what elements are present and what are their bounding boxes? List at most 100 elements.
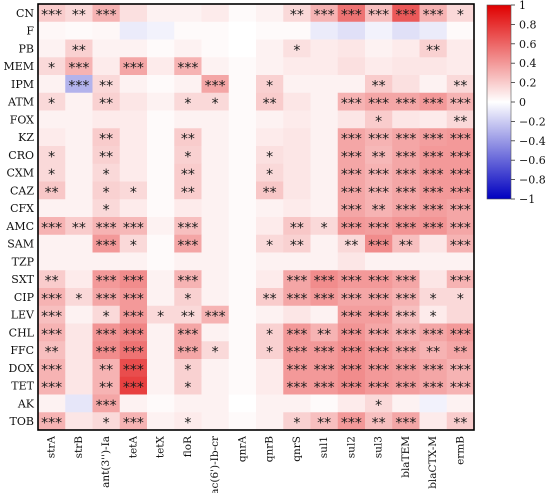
heatmap-cell	[419, 323, 448, 342]
heatmap-cell	[256, 288, 284, 307]
significance-marker: ***	[96, 398, 117, 414]
significance-marker: ***	[368, 345, 389, 361]
heatmap-cell	[256, 4, 284, 23]
heatmap-cell	[419, 75, 448, 94]
significance-marker: ***	[205, 309, 226, 325]
heatmap-cell	[174, 376, 202, 395]
significance-marker: **	[372, 416, 386, 432]
heatmap-cell	[174, 341, 202, 360]
significance-marker: **	[426, 43, 440, 59]
row-labels: CN F PB MEM IPM ATM FOX KZ CRO CXM CAZ CFX AMC SAM TZP…	[3, 7, 35, 428]
heatmap-cell	[228, 146, 257, 165]
significance-marker: ***	[341, 203, 362, 219]
significance-marker: ***	[341, 416, 362, 432]
heatmap-cell	[65, 128, 93, 147]
column-labels: strA strB ant(3'')-Ia tetA tetX floR aac(6')-I…	[46, 435, 467, 493]
significance-marker: **	[181, 167, 195, 183]
heatmap-cell	[201, 75, 230, 94]
heatmap-cell	[256, 181, 284, 200]
significance-marker: ***	[68, 61, 89, 77]
significance-marker: ***	[450, 380, 471, 396]
heatmap-cell	[446, 39, 475, 58]
significance-marker: ***	[395, 362, 416, 378]
heatmap-cell	[392, 305, 420, 324]
heatmap-cell	[174, 21, 202, 40]
significance-marker: **	[290, 238, 304, 254]
heatmap-cell	[419, 341, 448, 360]
significance-marker: *	[75, 291, 82, 307]
heatmap-cell	[38, 181, 66, 200]
heatmap-cell	[201, 341, 230, 360]
heatmap-cell	[419, 92, 448, 111]
significance-marker: ***	[341, 185, 362, 201]
heatmap-cell	[256, 234, 284, 253]
significance-marker: ***	[286, 362, 307, 378]
significance-marker: ***	[341, 96, 362, 112]
heatmap-cell	[337, 163, 366, 182]
column-label: sul2	[345, 436, 357, 458]
heatmap-cell	[446, 199, 475, 218]
heatmap-cell	[38, 57, 66, 76]
heatmap-cell	[392, 75, 420, 94]
heatmap-cell	[365, 270, 393, 289]
heatmap-cell	[65, 181, 93, 200]
heatmap-cell	[38, 146, 66, 165]
heatmap-cell	[228, 39, 257, 58]
heatmap-cell	[92, 359, 121, 378]
row-label: IPM	[11, 78, 34, 91]
significance-marker: ***	[314, 362, 335, 378]
significance-marker: **	[372, 149, 386, 165]
significance-marker: ***	[314, 7, 335, 23]
row-label: CAZ	[10, 184, 34, 197]
heatmap-cell	[174, 288, 202, 307]
heatmap-cell	[92, 341, 121, 360]
significance-marker: ***	[96, 274, 117, 290]
significance-marker: ***	[395, 185, 416, 201]
heatmap-cell	[228, 92, 257, 111]
heatmap-cell	[419, 359, 448, 378]
heatmap-cell	[419, 181, 448, 200]
significance-marker: *	[157, 309, 164, 325]
heatmap-cell	[337, 181, 366, 200]
row-label: CN	[16, 7, 34, 20]
heatmap-cell	[283, 57, 311, 76]
heatmap-cell	[147, 128, 175, 147]
heatmap-cell	[365, 341, 393, 360]
significance-marker: ***	[177, 61, 198, 77]
heatmap-cell	[419, 305, 448, 324]
heatmap-cell	[392, 181, 420, 200]
heatmap-cell	[201, 217, 230, 236]
heatmap-cell	[119, 252, 148, 271]
heatmap-cell	[310, 305, 339, 324]
heatmap-cell	[392, 359, 420, 378]
heatmap-cell	[65, 163, 93, 182]
heatmap-cell	[365, 394, 393, 413]
significance-marker: ***	[395, 291, 416, 307]
significance-marker: ***	[450, 96, 471, 112]
significance-marker: ***	[450, 167, 471, 183]
heatmap-cell	[92, 412, 121, 431]
significance-marker: ***	[450, 362, 471, 378]
row-label: SXT	[11, 273, 34, 286]
heatmap-cell	[256, 128, 284, 147]
significance-marker: ***	[123, 220, 144, 236]
heatmap-cell	[365, 4, 393, 23]
significance-marker: ***	[341, 380, 362, 396]
significance-marker: *	[321, 220, 328, 236]
colorbar-tick-label: 0.6	[519, 38, 537, 51]
significance-marker: **	[372, 78, 386, 94]
significance-marker: *	[184, 362, 191, 378]
heatmap-cell	[365, 323, 393, 342]
significance-marker: ***	[286, 274, 307, 290]
heatmap-cell	[256, 394, 284, 413]
heatmap-cell	[92, 199, 121, 218]
heatmap-cell	[392, 217, 420, 236]
heatmap-cell	[119, 92, 148, 111]
heatmap-cell	[228, 21, 257, 40]
heatmap-cell	[38, 128, 66, 147]
heatmap-cell	[201, 4, 230, 23]
heatmap-cell	[174, 252, 202, 271]
significance-marker: **	[263, 185, 277, 201]
row-label: FOX	[10, 113, 34, 126]
